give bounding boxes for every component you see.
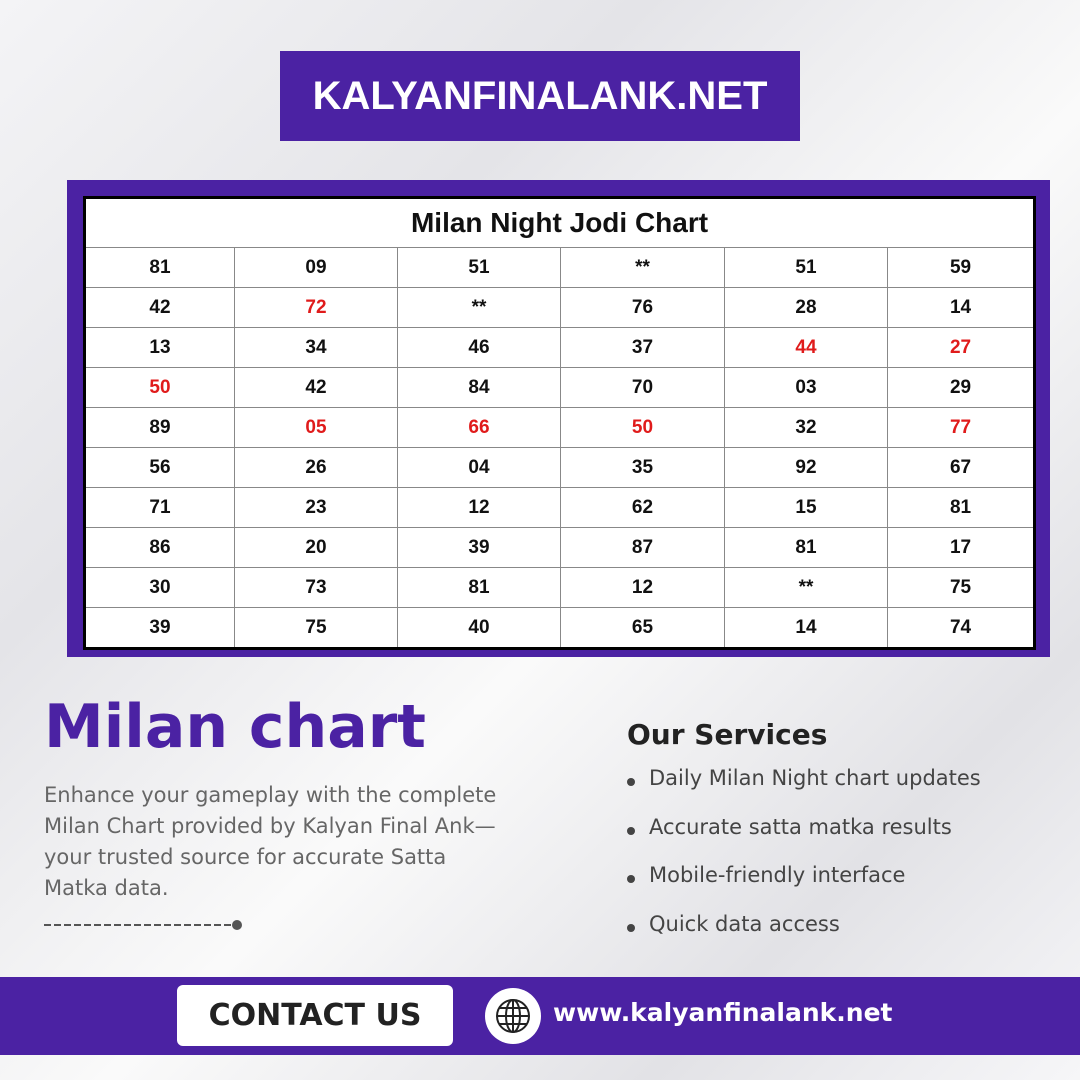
table-row: 81 09 51 ** 51 59 [84,247,1036,288]
table-cell: ** [397,287,561,328]
table-cell: 34 [234,327,398,368]
table-cell: 37 [560,327,725,368]
contact-button[interactable]: CONTACT US [177,985,453,1046]
table-cell: 67 [886,447,1036,488]
table-cell: 81 [397,567,561,608]
table-cell: 03 [724,367,888,408]
table-row: 71 23 12 62 15 81 [84,487,1036,528]
table-cell: 44 [724,327,888,368]
table-cell: 46 [397,327,561,368]
table-cell: 09 [234,247,398,288]
table-cell: 29 [886,367,1036,408]
table-row: 39 75 40 65 14 74 [84,607,1036,649]
service-item: Accurate satta matka results [627,815,981,864]
divider [44,920,242,930]
table-row: 89 05 66 50 32 77 [84,407,1036,448]
table-row: 42 72 ** 76 28 14 [84,287,1036,328]
table-cell: 30 [84,567,235,608]
table-cell: 23 [234,487,398,528]
table-cell: 77 [886,407,1036,448]
service-item: Daily Milan Night chart updates [627,766,981,815]
intro-text: Enhance your gameplay with the complete … [44,783,497,900]
table-cell: 81 [84,247,235,288]
table-cell: 66 [397,407,561,448]
table-cell: 74 [886,607,1036,649]
table-cell: 51 [724,247,888,288]
table-cell: 71 [84,487,235,528]
table-cell: 50 [84,367,235,408]
table-cell: 39 [84,607,235,649]
table-cell: 76 [560,287,725,328]
table-cell: 59 [886,247,1036,288]
table-cell: 42 [84,287,235,328]
table-cell: 35 [560,447,725,488]
table-cell: 14 [886,287,1036,328]
services-list: Daily Milan Night chart updates Accurate … [627,766,981,960]
table-row: 86 20 39 87 81 17 [84,527,1036,568]
table-cell: ** [724,567,888,608]
website-url[interactable]: www.kalyanfinalank.net [553,998,893,1027]
table-cell: 20 [234,527,398,568]
table-cell: 70 [560,367,725,408]
table-cell: 65 [560,607,725,649]
table-cell: 26 [234,447,398,488]
table-cell: 84 [397,367,561,408]
table-cell: 05 [234,407,398,448]
globe-icon [485,988,541,1044]
table-cell: 62 [560,487,725,528]
table-cell: ** [560,247,725,288]
table-cell: 13 [84,327,235,368]
table-cell: 27 [886,327,1036,368]
table-row: 30 73 81 12 ** 75 [84,567,1036,608]
table-row: 56 26 04 35 92 67 [84,447,1036,488]
table-cell: 32 [724,407,888,448]
table-cell: 40 [397,607,561,649]
table-title: Milan Night Jodi Chart [83,197,1036,248]
table-cell: 87 [560,527,725,568]
table-cell: 42 [234,367,398,408]
table-cell: 15 [724,487,888,528]
table-cell: 28 [724,287,888,328]
table-cell: 73 [234,567,398,608]
table-cell: 12 [560,567,725,608]
services-title: Our Services [627,718,828,751]
table-cell: 86 [84,527,235,568]
table-cell: 75 [234,607,398,649]
table-cell: 04 [397,447,561,488]
table-cell: 81 [886,487,1036,528]
table-cell: 72 [234,287,398,328]
table-cell: 14 [724,607,888,649]
table-cell: 75 [886,567,1036,608]
table-cell: 39 [397,527,561,568]
table-cell: 89 [84,407,235,448]
table-cell: 50 [560,407,725,448]
table-cell: 92 [724,447,888,488]
jodi-table: Milan Night Jodi Chart 81 09 51 ** 51 59 42 72 *… [83,196,1037,650]
heading: Milan chart [44,692,426,762]
site-title: KALYANFINALANK.NET [280,51,800,141]
table-row: 50 42 84 70 03 29 [84,367,1036,408]
table-cell: 17 [886,527,1036,568]
service-item: Quick data access [627,912,981,961]
service-item: Mobile-friendly interface [627,863,981,912]
table-cell: 51 [397,247,561,288]
table-cell: 56 [84,447,235,488]
table-cell: 81 [724,527,888,568]
table-row: 13 34 46 37 44 27 [84,327,1036,368]
table-cell: 12 [397,487,561,528]
